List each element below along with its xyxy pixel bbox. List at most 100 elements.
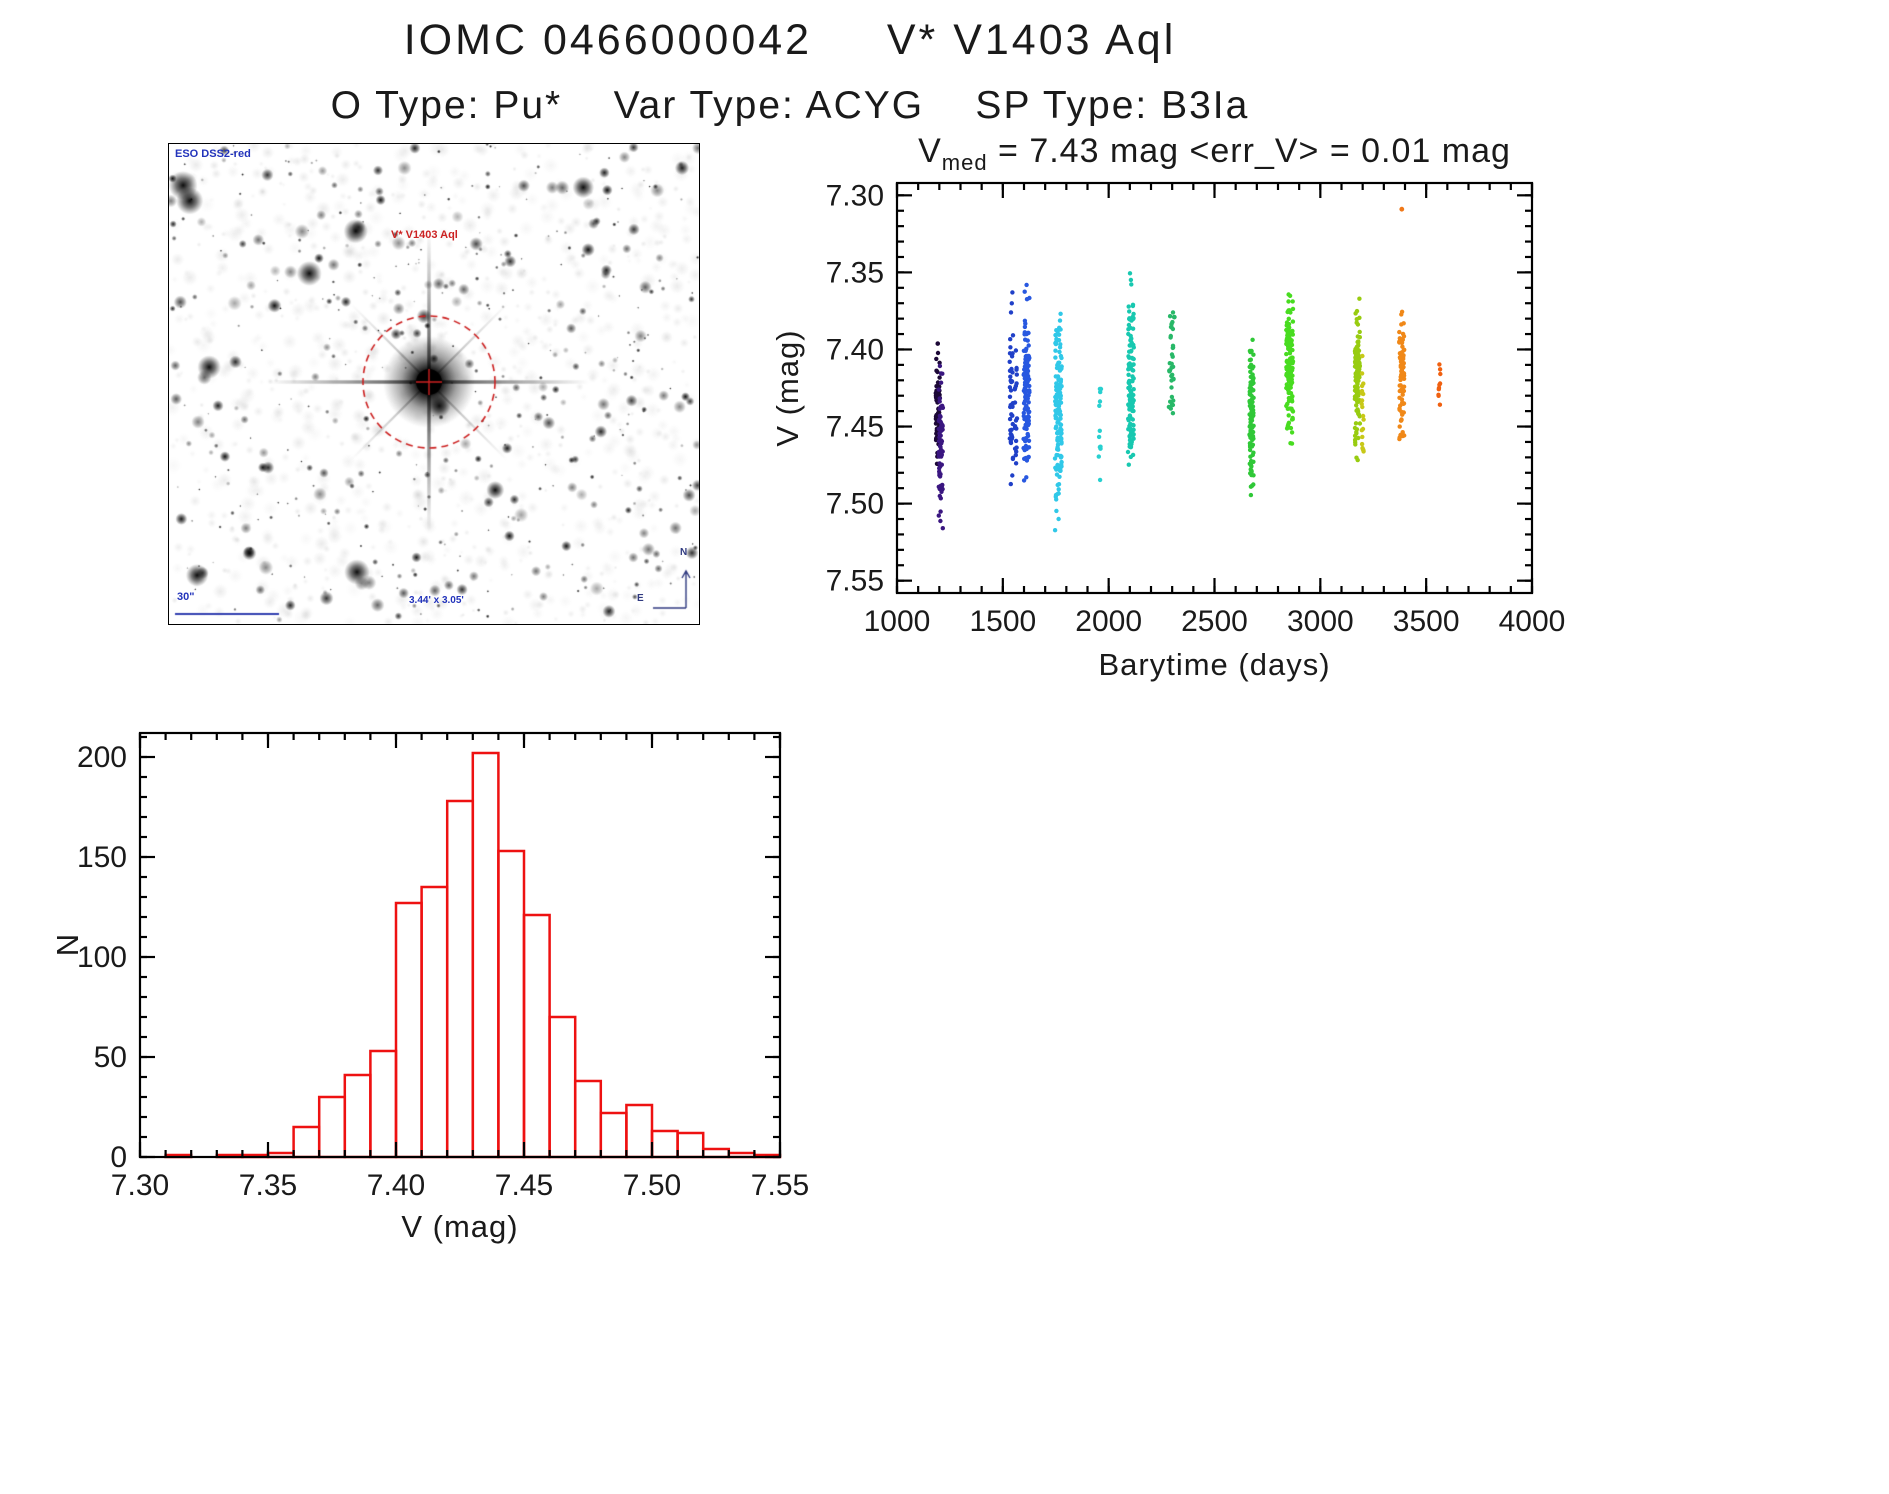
scatter-point xyxy=(1012,385,1018,391)
scatter-point xyxy=(1168,406,1173,411)
histogram-bar xyxy=(548,1015,577,1159)
scatter-point xyxy=(1400,392,1405,397)
scatter-point xyxy=(1169,352,1175,357)
scatter-point xyxy=(1130,408,1135,414)
scatter-point xyxy=(937,431,942,436)
scatter-point xyxy=(937,360,942,365)
scatter-point xyxy=(1287,346,1293,351)
scatter-point xyxy=(937,375,942,380)
scatter-point xyxy=(938,509,943,514)
scatter-point xyxy=(1167,314,1173,319)
scatter-point xyxy=(1361,448,1366,453)
scatter-point xyxy=(1053,394,1058,400)
scatter-point xyxy=(1129,441,1134,447)
scatter-point xyxy=(1249,469,1254,474)
scatter-point xyxy=(1057,325,1062,330)
scatter-point xyxy=(1056,402,1062,408)
scatter-point xyxy=(1398,363,1403,368)
compass-east-label: E xyxy=(637,593,644,604)
scale-bar-label: 30" xyxy=(177,591,195,603)
histogram-bar xyxy=(573,1079,603,1159)
scatter-point xyxy=(937,413,943,418)
scatter-point xyxy=(1437,402,1443,407)
scatter-point xyxy=(1286,390,1291,396)
scatter-point xyxy=(1053,465,1058,470)
scatter-point xyxy=(938,404,944,409)
scatter-point xyxy=(1128,338,1133,343)
scatter-point xyxy=(1008,345,1013,350)
scatter-point xyxy=(1131,423,1136,428)
scatter-point xyxy=(1056,407,1062,412)
scatter-point xyxy=(1399,369,1404,374)
scatter-point xyxy=(1126,367,1131,372)
x-tick-label: 7.30 xyxy=(111,1169,169,1202)
scatter-point xyxy=(940,526,945,531)
x-tick-label: 2500 xyxy=(1181,605,1248,638)
scatter-point xyxy=(1289,430,1295,435)
scatter-point xyxy=(1285,367,1290,372)
scatter-outlier-point xyxy=(1399,206,1405,212)
scatter-point xyxy=(1359,428,1364,433)
scatter-point xyxy=(1437,382,1442,387)
scatter-point xyxy=(1359,391,1365,396)
scatter-point xyxy=(937,466,942,471)
scatter-point xyxy=(1359,398,1365,403)
scatter-point xyxy=(1247,389,1252,394)
scatter-point xyxy=(1024,423,1030,428)
scatter-point xyxy=(1288,425,1294,431)
finder-chart-panel: ESO DSS2-red V* V1403 Aql 30" 3.44' x 3.… xyxy=(168,143,700,625)
scatter-point xyxy=(1022,386,1028,391)
scatter-point xyxy=(938,444,943,450)
scatter-point xyxy=(1437,362,1442,367)
scatter-point xyxy=(1013,452,1018,458)
scatter-point xyxy=(1356,339,1361,344)
scatter-point xyxy=(1286,384,1291,389)
scatter-point xyxy=(936,387,941,392)
scatter-point xyxy=(1057,360,1062,365)
scatter-point xyxy=(1250,483,1255,488)
scatter-point xyxy=(1096,454,1101,459)
scatter-point xyxy=(1126,331,1131,337)
axis-box xyxy=(895,181,1534,595)
compass-north-label: N xyxy=(680,547,688,558)
scatter-point xyxy=(1354,403,1359,408)
scatter-point xyxy=(1248,362,1254,367)
scatter-point xyxy=(1058,353,1064,359)
scatter-point xyxy=(1290,306,1296,312)
scatter-point xyxy=(1436,387,1441,392)
x-tick-label: 3500 xyxy=(1393,605,1460,638)
scatter-point xyxy=(1009,301,1014,306)
scatter-point xyxy=(1022,324,1028,330)
scatter-point xyxy=(1053,348,1058,353)
scatter-point xyxy=(1285,330,1290,335)
scatter-point xyxy=(1290,332,1295,337)
scatter-point xyxy=(1053,416,1058,421)
scatter-point xyxy=(935,341,940,346)
scatter-point xyxy=(1170,411,1176,416)
y-axis-label: V (mag) xyxy=(770,329,805,446)
histogram-bar xyxy=(625,1103,654,1159)
scatter-point xyxy=(1053,355,1058,360)
histogram-bar xyxy=(497,849,526,1159)
scatter-point xyxy=(1249,381,1255,387)
scatter-point xyxy=(1399,387,1404,393)
scatter-point xyxy=(1289,441,1295,446)
scatter-point xyxy=(1055,447,1060,452)
scatter-point xyxy=(1052,528,1058,533)
scatter-point xyxy=(1126,462,1131,467)
scatter-point xyxy=(1436,392,1441,397)
scatter-point xyxy=(1025,338,1030,343)
scatter-point xyxy=(1130,452,1136,458)
scatter-point xyxy=(1059,454,1064,459)
histogram-bar xyxy=(599,1111,628,1159)
x-tick-label: 2000 xyxy=(1075,605,1142,638)
scatter-point xyxy=(1357,361,1362,366)
scatter-point xyxy=(1353,311,1358,316)
scatter-point xyxy=(1130,356,1135,361)
scatter-point xyxy=(1059,364,1064,369)
scatter-point xyxy=(1127,398,1133,403)
scatter-point xyxy=(1128,426,1133,431)
scatter-point xyxy=(1127,309,1132,314)
scatter-point xyxy=(1248,369,1253,374)
